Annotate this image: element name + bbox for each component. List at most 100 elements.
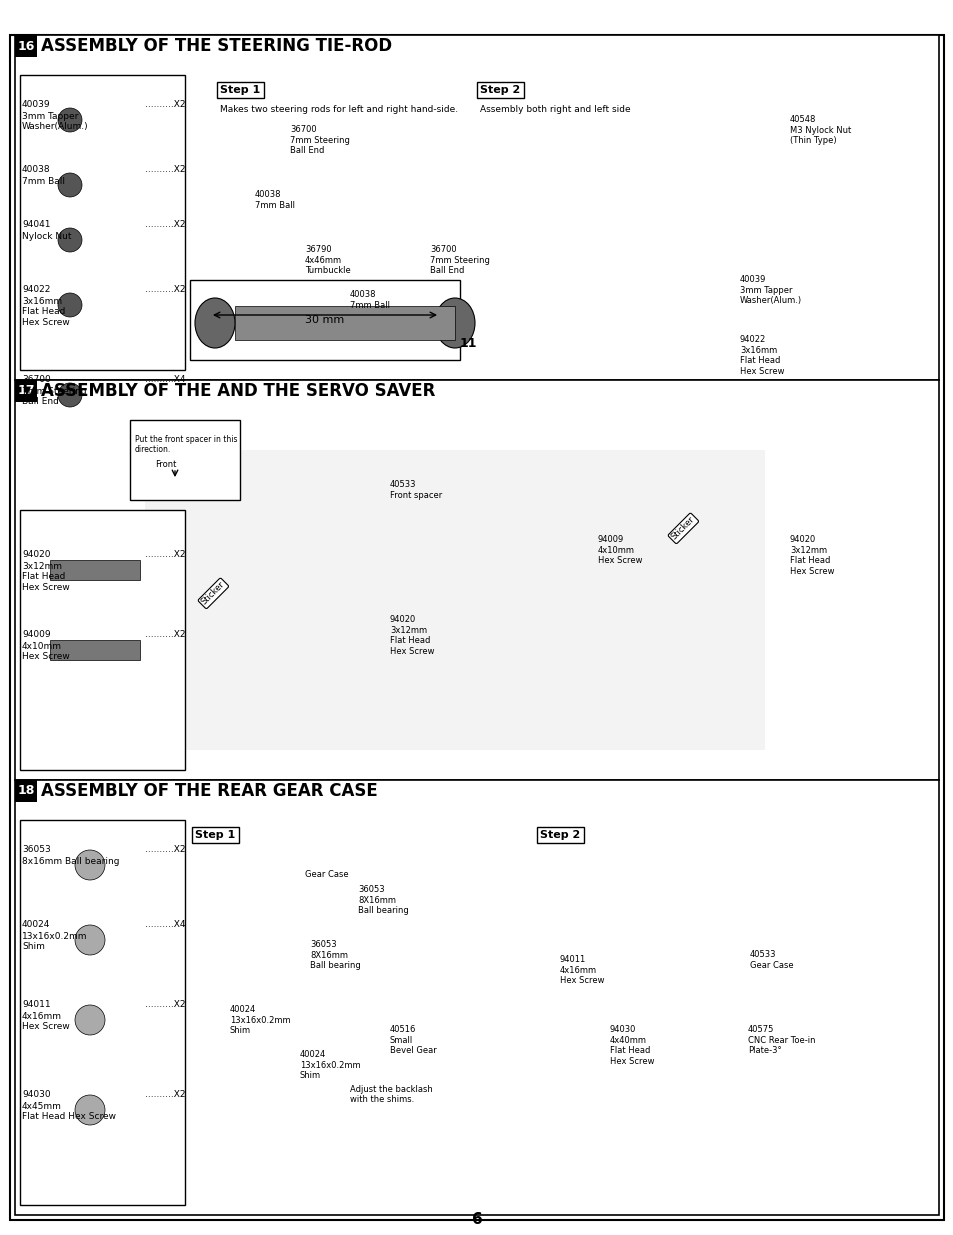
Circle shape: [58, 383, 82, 408]
Text: 7mm Steering
Ball End: 7mm Steering Ball End: [22, 387, 87, 406]
Text: ..........X2: ..........X2: [145, 1000, 185, 1009]
Circle shape: [58, 293, 82, 317]
Text: 94041: 94041: [22, 220, 51, 228]
Text: 8X16mm
Ball bearing: 8X16mm Ball bearing: [357, 897, 408, 915]
Bar: [15, 35, 938, 380]
Text: 7mm Ball: 7mm Ball: [254, 201, 294, 210]
Text: 36053: 36053: [310, 940, 336, 948]
Text: 36700: 36700: [22, 375, 51, 384]
Text: 6: 6: [471, 1212, 482, 1228]
Text: 94020: 94020: [789, 535, 816, 543]
Text: 17: 17: [17, 384, 34, 398]
Text: 40024: 40024: [22, 920, 51, 929]
Text: 94030: 94030: [609, 1025, 636, 1034]
Bar: [234, 306, 455, 340]
Text: Assembly both right and left side: Assembly both right and left side: [479, 105, 630, 114]
Text: Step 2: Step 2: [539, 830, 579, 840]
Text: 13x16x0.2mm
Shim: 13x16x0.2mm Shim: [299, 1061, 360, 1081]
Text: ASSEMBLY OF THE AND THE SERVO SAVER: ASSEMBLY OF THE AND THE SERVO SAVER: [41, 382, 435, 400]
Bar: [190, 280, 459, 359]
Bar: [20, 75, 185, 370]
Text: 36700: 36700: [290, 125, 316, 135]
Text: 8x16mm Ball bearing: 8x16mm Ball bearing: [22, 857, 119, 866]
Circle shape: [58, 173, 82, 198]
Text: 40548: 40548: [789, 115, 816, 124]
Text: Adjust the backlash
with the shims.: Adjust the backlash with the shims.: [350, 1086, 433, 1104]
Text: 13x16x0.2mm
Shim: 13x16x0.2mm Shim: [230, 1016, 291, 1035]
Text: 94020: 94020: [22, 550, 51, 559]
Ellipse shape: [435, 298, 475, 348]
Text: 40533: 40533: [749, 950, 776, 960]
Bar: [15, 781, 37, 802]
Text: Small
Bevel Gear: Small Bevel Gear: [390, 1036, 436, 1056]
Text: 7mm Steering
Ball End: 7mm Steering Ball End: [290, 136, 350, 156]
Text: Gear Case: Gear Case: [305, 869, 348, 879]
Text: 94009: 94009: [598, 535, 623, 543]
Circle shape: [75, 925, 105, 955]
Text: Sticker: Sticker: [669, 515, 696, 542]
Text: 4x10mm
Hex Screw: 4x10mm Hex Screw: [598, 546, 641, 566]
Text: 3mm Tapper
Washer(Alum.): 3mm Tapper Washer(Alum.): [22, 112, 89, 131]
Text: ..........X2: ..........X2: [145, 550, 185, 559]
Text: 4x45mm
Flat Head Hex Screw: 4x45mm Flat Head Hex Screw: [22, 1102, 116, 1121]
Text: 94011: 94011: [559, 955, 586, 965]
Text: 36700: 36700: [430, 245, 456, 254]
Text: 40038: 40038: [254, 190, 281, 199]
Text: 13x16x0.2mm
Shim: 13x16x0.2mm Shim: [22, 932, 88, 951]
Text: CNC Rear Toe-in
Plate-3°: CNC Rear Toe-in Plate-3°: [747, 1036, 815, 1056]
Text: Nylock Nut: Nylock Nut: [22, 232, 71, 241]
Text: ..........X4: ..........X4: [145, 375, 185, 384]
Text: ..........X2: ..........X2: [145, 845, 185, 853]
Ellipse shape: [194, 298, 234, 348]
Text: 94020: 94020: [390, 615, 416, 624]
Circle shape: [75, 850, 105, 881]
Circle shape: [58, 228, 82, 252]
Text: Makes two steering rods for left and right hand-side.: Makes two steering rods for left and rig…: [220, 105, 457, 114]
Bar: [50, 559, 140, 580]
Text: 40024: 40024: [299, 1050, 326, 1058]
Text: 94022: 94022: [740, 335, 765, 345]
Text: 36053: 36053: [357, 885, 384, 894]
Text: 40039: 40039: [740, 275, 765, 284]
Text: 40038: 40038: [350, 290, 376, 299]
Text: 18: 18: [17, 784, 34, 798]
Bar: [20, 510, 185, 769]
Circle shape: [75, 1095, 105, 1125]
Text: Step 1: Step 1: [220, 85, 260, 95]
Text: 7mm Steering
Ball End: 7mm Steering Ball End: [430, 256, 489, 275]
Bar: [15, 380, 938, 781]
Text: 3x12mm
Flat Head
Hex Screw: 3x12mm Flat Head Hex Screw: [390, 626, 434, 656]
Text: 30 mm: 30 mm: [305, 315, 344, 325]
Text: ..........X2: ..........X2: [145, 220, 185, 228]
Bar: [20, 820, 185, 1205]
Text: 94022: 94022: [22, 285, 51, 294]
Text: 11: 11: [459, 337, 477, 350]
Circle shape: [75, 1005, 105, 1035]
Text: Front spacer: Front spacer: [390, 492, 442, 500]
Bar: [50, 640, 140, 659]
Text: 40575: 40575: [747, 1025, 774, 1034]
Text: 4x10mm
Hex Screw: 4x10mm Hex Screw: [22, 642, 70, 662]
Text: 36053: 36053: [22, 845, 51, 853]
Text: ..........X2: ..........X2: [145, 285, 185, 294]
Text: 94009: 94009: [22, 630, 51, 638]
Circle shape: [58, 107, 82, 132]
Text: 7mm Ball: 7mm Ball: [350, 301, 390, 310]
Text: ..........X2: ..........X2: [145, 100, 185, 109]
Text: 4x40mm
Flat Head
Hex Screw: 4x40mm Flat Head Hex Screw: [609, 1036, 654, 1066]
Text: 3mm Tapper
Washer(Alum.): 3mm Tapper Washer(Alum.): [740, 287, 801, 305]
Bar: [15, 380, 37, 403]
Text: Step 1: Step 1: [194, 830, 235, 840]
Text: 40024: 40024: [230, 1005, 256, 1014]
Text: ..........X2: ..........X2: [145, 165, 185, 174]
Bar: [15, 781, 938, 1215]
Text: 3x16mm
Flat Head
Hex Screw: 3x16mm Flat Head Hex Screw: [22, 296, 70, 327]
Text: ..........X2: ..........X2: [145, 1091, 185, 1099]
Text: 40039: 40039: [22, 100, 51, 109]
Text: 7mm Ball: 7mm Ball: [22, 177, 65, 186]
Text: 40516: 40516: [390, 1025, 416, 1034]
Text: M3 Nylock Nut
(Thin Type): M3 Nylock Nut (Thin Type): [789, 126, 850, 146]
Bar: [15, 35, 37, 57]
Text: ..........X2: ..........X2: [145, 630, 185, 638]
Text: 94011: 94011: [22, 1000, 51, 1009]
